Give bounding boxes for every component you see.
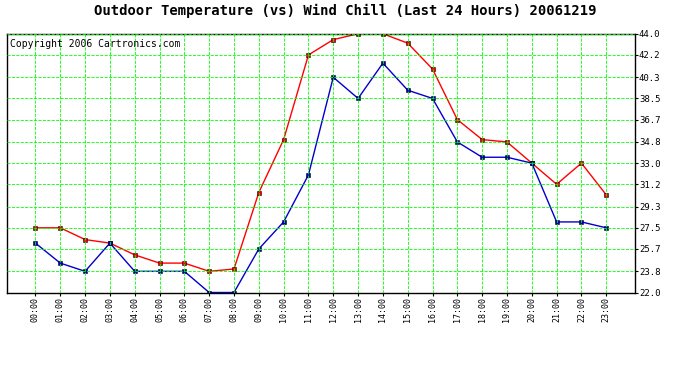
Text: Copyright 2006 Cartronics.com: Copyright 2006 Cartronics.com: [10, 39, 180, 49]
Text: Outdoor Temperature (vs) Wind Chill (Last 24 Hours) 20061219: Outdoor Temperature (vs) Wind Chill (Las…: [94, 4, 596, 18]
